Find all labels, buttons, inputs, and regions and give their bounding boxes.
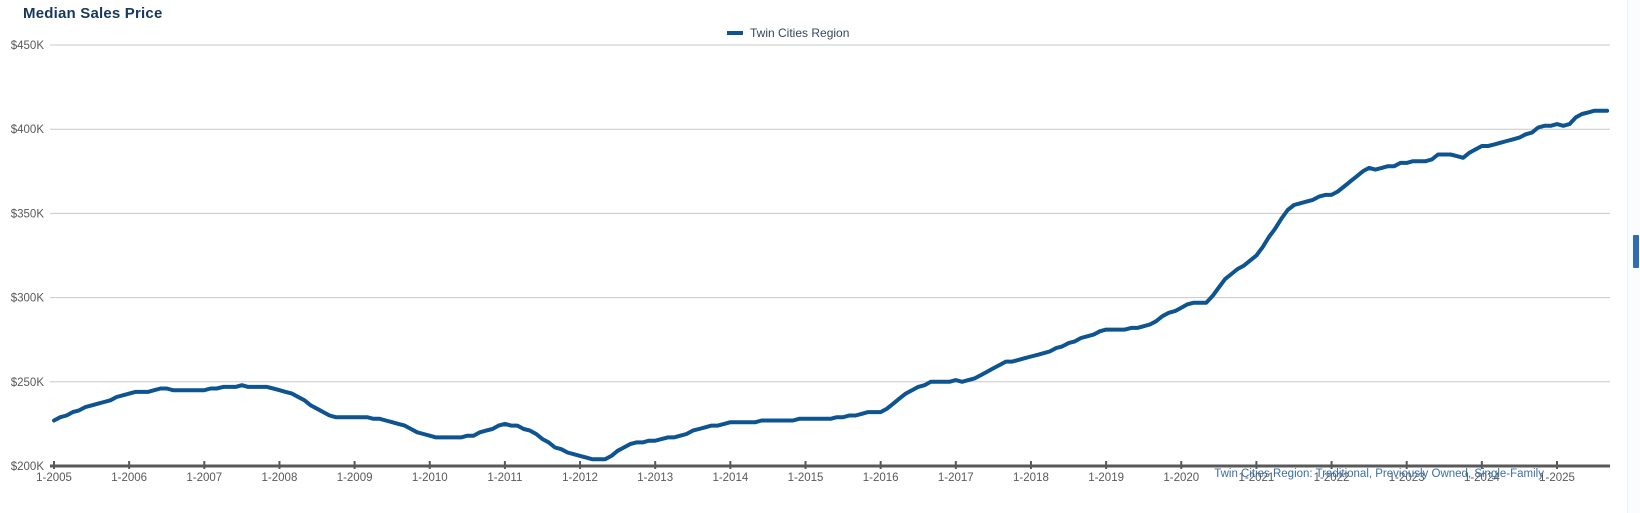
x-axis-label-1-2025: 1-2025: [1539, 472, 1575, 484]
legend-line-swatch: [727, 31, 743, 35]
scrollbar-thumb[interactable]: [1633, 235, 1639, 268]
vertical-scrollbar[interactable]: [1627, 0, 1640, 513]
x-axis-label-1-2014: 1-2014: [712, 472, 748, 484]
x-axis-label-1-2011: 1-2011: [487, 472, 522, 484]
x-axis-label-1-2007: 1-2007: [186, 472, 222, 484]
x-axis-label-1-2021: 1-2021: [1238, 472, 1274, 484]
chart-footnote: Twin Cities Region: Traditional, Previou…: [1214, 468, 1544, 480]
y-axis-label-450: $450K: [11, 40, 45, 52]
x-axis-label-1-2023: 1-2023: [1389, 472, 1425, 484]
x-axis-label-1-2017: 1-2017: [938, 472, 974, 484]
series-line-twin-cities-region: [52, 108, 1610, 462]
x-axis-label-1-2013: 1-2013: [637, 472, 673, 484]
x-axis-label-1-2018: 1-2018: [1013, 472, 1049, 484]
x-axis-label-1-2022: 1-2022: [1314, 472, 1350, 484]
x-axis-label-1-2016: 1-2016: [863, 472, 899, 484]
x-axis-label-1-2012: 1-2012: [562, 472, 598, 484]
x-axis-label-1-2009: 1-2009: [337, 472, 373, 484]
x-axis-label-1-2024: 1-2024: [1464, 472, 1500, 484]
y-axis-label-400: $400K: [11, 124, 45, 136]
x-axis-label-1-2008: 1-2008: [262, 472, 298, 484]
y-axis-label-200: $200K: [11, 461, 45, 473]
chart-title: Median Sales Price: [23, 5, 163, 22]
x-axis-label-1-2019: 1-2019: [1088, 472, 1124, 484]
x-axis-label-1-2006: 1-2006: [111, 472, 147, 484]
y-axis-label-300: $300K: [11, 293, 45, 305]
x-axis-label-1-2020: 1-2020: [1163, 472, 1199, 484]
legend: Twin Cities Region: [727, 26, 849, 40]
legend-label: Twin Cities Region: [750, 26, 850, 40]
x-axis-label-1-2010: 1-2010: [412, 472, 448, 484]
y-axis-label-350: $350K: [11, 208, 45, 220]
x-axis-label-1-2015: 1-2015: [788, 472, 824, 484]
y-axis-label-250: $250K: [11, 377, 45, 389]
x-axis-label-1-2005: 1-2005: [36, 472, 72, 484]
